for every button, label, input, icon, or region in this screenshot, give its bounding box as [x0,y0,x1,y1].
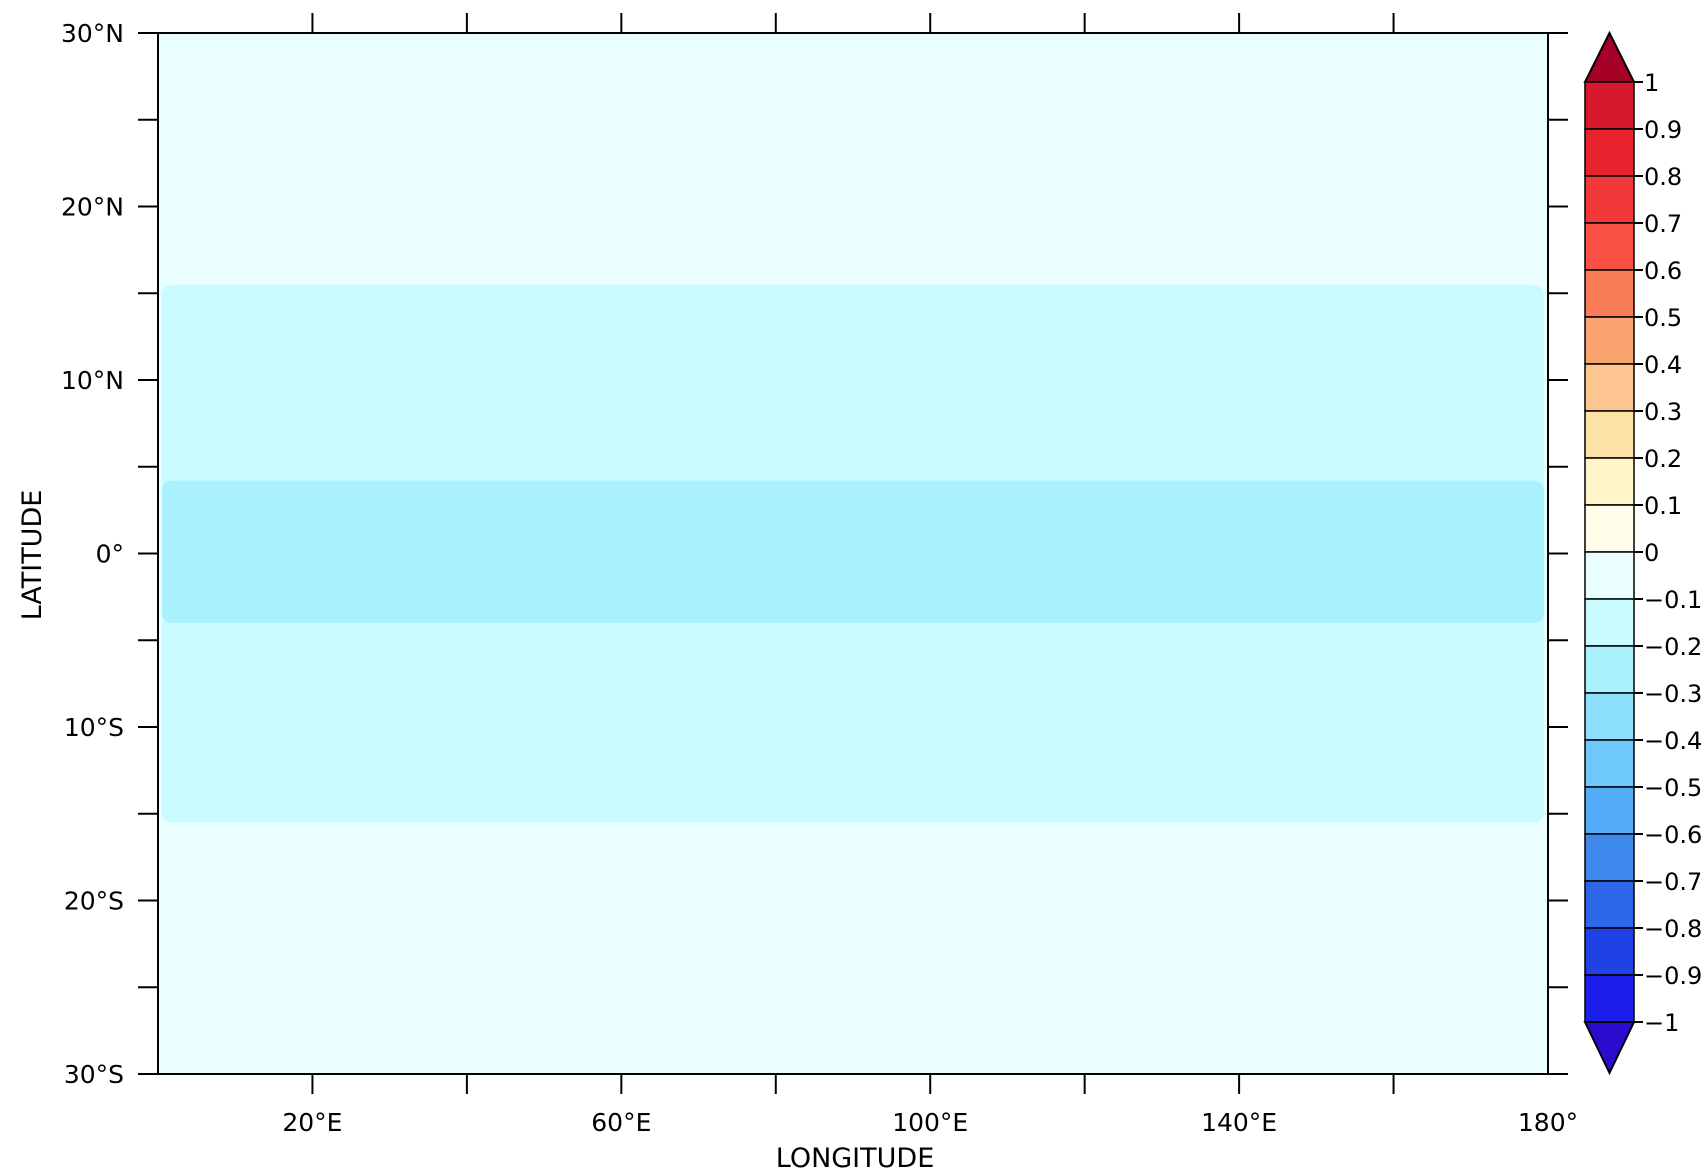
colorbar-label: 0.7 [1644,210,1682,238]
y-tick-label: 10°N [61,366,124,395]
colorbar-segment [1584,880,1635,929]
colorbar-segment [1584,645,1635,694]
colorbar-label: −0.3 [1644,680,1702,708]
colorbar-label: 0.1 [1644,492,1682,520]
colorbar-segment [1584,457,1635,506]
colorbar-label: 0.6 [1644,257,1682,285]
colorbar-label: 0.9 [1644,116,1682,144]
x-axis-title: LONGITUDE [776,1143,935,1173]
y-tick-label: 20°S [64,887,124,916]
y-tick-label: 20°N [61,193,124,222]
colorbar-label: −0.4 [1644,727,1702,755]
x-tick-label: 60°E [591,1108,651,1137]
y-tick-label: 10°S [64,713,124,742]
contour-band-2 [161,480,1545,623]
colorbar-segment [1584,175,1635,224]
colorbar-label: 1 [1644,69,1659,97]
colorbar-segment [1584,692,1635,741]
colorbar-segment [1584,504,1635,553]
colorbar-label: 0.8 [1644,163,1682,191]
colorbar-label: −0.9 [1644,962,1702,990]
colorbar-label: 0.4 [1644,351,1682,379]
x-tick-label: 140°E [1201,1108,1277,1137]
colorbar-segment [1584,410,1635,459]
colorbar-segment [1584,363,1635,412]
colorbar-segment [1584,551,1635,600]
x-axis: 20°E 60°E 100°E 140°E 180° [282,13,1578,1137]
colorbar-label: −0.5 [1644,774,1702,802]
plot-area [157,32,1549,1075]
x-tick-label: 180° [1518,1108,1578,1137]
colorbar-label: −0.2 [1644,633,1702,661]
colorbar: 1 0.9 0.8 0.7 0.6 0.5 0.4 0.3 0.2 0.1 0 −0.1 −0.2 −0.… [1583,30,1702,1076]
colorbar-label: −0.8 [1644,915,1702,943]
colorbar-bottom-arrow [1583,1021,1636,1076]
colorbar-label: 0.5 [1644,304,1682,332]
colorbar-top-arrow [1583,30,1636,83]
colorbar-segment [1584,974,1635,1023]
y-axis-title: LATITUDE [17,490,48,621]
colorbar-label: 0 [1644,539,1659,567]
colorbar-label: 0.2 [1644,445,1682,473]
colorbar-label: −0.6 [1644,821,1702,849]
colorbar-segment [1584,222,1635,271]
y-tick-label: 30°N [61,19,124,48]
colorbar-segment [1584,786,1635,835]
x-tick-label: 100°E [892,1108,968,1137]
colorbar-segment [1584,833,1635,882]
colorbar-segment [1584,927,1635,976]
colorbar-label: −1 [1644,1009,1679,1037]
y-tick-label: 30°S [64,1060,124,1089]
colorbar-segment [1584,598,1635,647]
colorbar-segment [1584,128,1635,177]
colorbar-label: −0.1 [1644,586,1702,614]
colorbar-segment [1584,269,1635,318]
y-axis: 30°N 20°N 10°N 0° 10°S 20°S 30°S [61,19,1568,1089]
x-tick-label: 20°E [282,1108,342,1137]
colorbar-label: −0.7 [1644,868,1702,896]
colorbar-label: 0.3 [1644,398,1682,426]
colorbar-segment [1584,81,1635,130]
colorbar-segment [1584,739,1635,788]
colorbar-segment [1584,316,1635,365]
y-tick-label: 0° [96,540,124,569]
